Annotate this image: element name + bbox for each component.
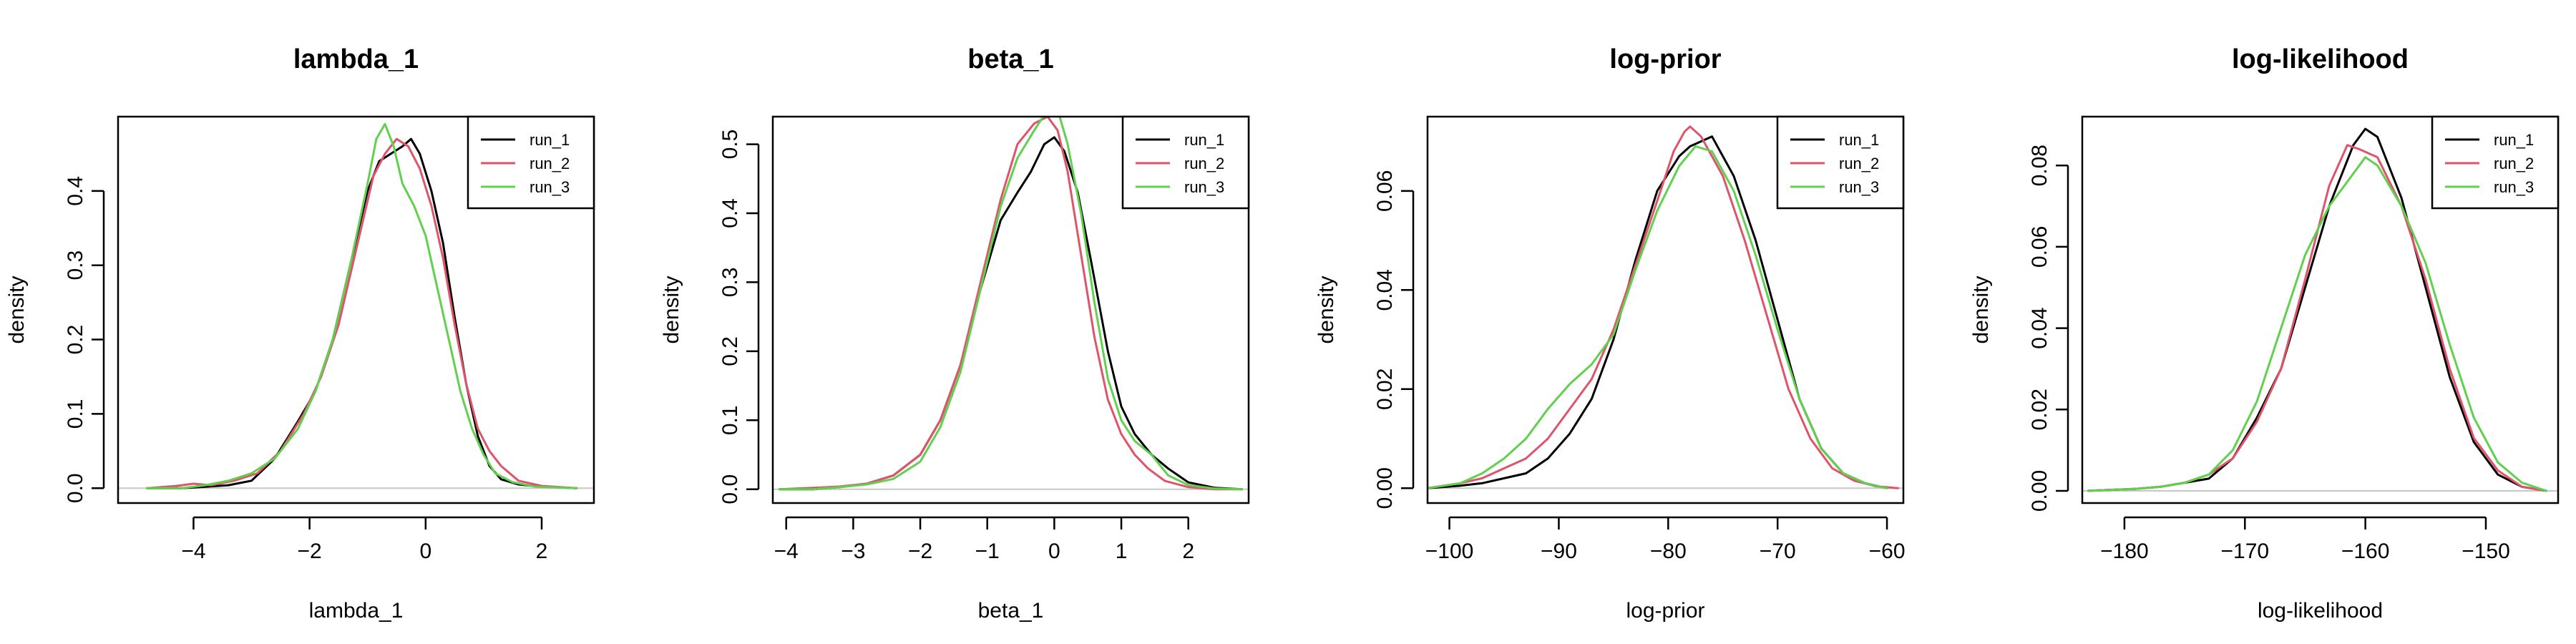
series-line-run_2 bbox=[1428, 125, 1899, 489]
y-tick-label: 0.1 bbox=[718, 405, 742, 435]
x-tick-label: −160 bbox=[2341, 540, 2390, 563]
y-tick-label: 0.0 bbox=[718, 474, 742, 504]
y-tick-label: 0.1 bbox=[64, 399, 87, 429]
legend-label: run_2 bbox=[530, 155, 570, 172]
x-tick-label: 2 bbox=[1182, 540, 1194, 563]
x-tick-label: −180 bbox=[2100, 540, 2149, 563]
y-tick-label: 0.0 bbox=[64, 473, 87, 503]
series-line-run_3 bbox=[778, 117, 1244, 491]
series-group bbox=[1428, 125, 1899, 489]
legend-label: run_2 bbox=[1184, 155, 1224, 172]
y-axis-label: density bbox=[1969, 275, 1993, 343]
x-tick-label: −4 bbox=[181, 540, 205, 563]
x-tick-label: −90 bbox=[1541, 540, 1577, 563]
x-tick-label: −150 bbox=[2462, 540, 2510, 563]
x-axis-label: lambda_1 bbox=[309, 599, 404, 623]
plot-frame bbox=[2081, 115, 2560, 504]
x-tick-label: −1 bbox=[975, 540, 1000, 563]
plot-frame bbox=[771, 115, 1250, 504]
series-group bbox=[778, 117, 1244, 491]
chart-title: beta_1 bbox=[967, 44, 1053, 74]
legend-label: run_3 bbox=[1184, 178, 1224, 196]
series-line-run_2 bbox=[778, 117, 1244, 491]
chart-panel: log-prior −100 −90 −80 −70 −60 log-prior 0.00 0.… bbox=[1314, 44, 1906, 623]
legend: run_1 run_2 run_3 bbox=[1121, 115, 1250, 210]
y-tick-label: 0.02 bbox=[2028, 389, 2051, 430]
legend-label: run_2 bbox=[2494, 155, 2534, 172]
x-tick-label: 1 bbox=[1116, 540, 1128, 563]
x-tick-label: −2 bbox=[908, 540, 932, 563]
plot-frame bbox=[1426, 115, 1905, 504]
chart-panel: lambda_1 −4 −2 0 2 lambda_1 0.0 0.1 0.2 0.3 0.4 den… bbox=[5, 44, 595, 623]
series-line-run_2 bbox=[146, 137, 578, 489]
legend-label: run_1 bbox=[530, 131, 570, 149]
y-tick-label: 0.04 bbox=[1373, 269, 1397, 311]
chart-panel: log-likelihood −180 −170 −160 −150 log-likeli… bbox=[1969, 44, 2560, 623]
x-tick-label: −60 bbox=[1869, 540, 1906, 563]
legend-label: run_1 bbox=[2494, 131, 2534, 149]
y-tick-label: 0.3 bbox=[64, 250, 87, 280]
legend: run_1 run_2 run_3 bbox=[467, 115, 595, 210]
x-tick-label: −3 bbox=[841, 540, 865, 563]
legend-label: run_3 bbox=[1839, 178, 1879, 196]
x-axis-label: log-likelihood bbox=[2258, 599, 2383, 623]
y-tick-label: 0.02 bbox=[1373, 369, 1397, 410]
y-tick-label: 0.4 bbox=[718, 198, 742, 228]
plot-frame bbox=[117, 115, 595, 504]
legend: run_1 run_2 run_3 bbox=[1776, 115, 1905, 210]
y-tick-label: 0.06 bbox=[2028, 226, 2051, 268]
legend: run_1 run_2 run_3 bbox=[2431, 115, 2560, 210]
y-tick-label: 0.2 bbox=[718, 336, 742, 366]
x-tick-label: 0 bbox=[419, 540, 431, 563]
y-tick-label: 0.2 bbox=[64, 325, 87, 355]
y-tick-label: 0.5 bbox=[718, 130, 742, 160]
x-tick-label: −100 bbox=[1425, 540, 1474, 563]
series-group bbox=[2087, 127, 2547, 492]
y-tick-label: 0.4 bbox=[64, 176, 87, 206]
x-tick-label: 2 bbox=[536, 540, 548, 563]
series-line-run_3 bbox=[146, 122, 578, 489]
legend-label: run_3 bbox=[530, 178, 570, 196]
legend-label: run_3 bbox=[2494, 178, 2534, 196]
x-tick-label: −4 bbox=[774, 540, 799, 563]
y-tick-label: 0.04 bbox=[2028, 307, 2051, 348]
chart-title: log-likelihood bbox=[2232, 44, 2409, 74]
x-axis-label: log-prior bbox=[1626, 599, 1704, 623]
y-axis-label: density bbox=[5, 275, 29, 343]
chart-panel: beta_1 −4 −3 −2 −1 0 1 2 beta_1 0.0 0.1 0.2 0.3 0.4 0.… bbox=[660, 44, 1250, 623]
x-tick-label: −2 bbox=[298, 540, 322, 563]
chart-title: lambda_1 bbox=[293, 44, 419, 74]
x-tick-label: −70 bbox=[1760, 540, 1796, 563]
y-axis-label: density bbox=[660, 275, 683, 343]
x-tick-label: −80 bbox=[1650, 540, 1687, 563]
y-tick-label: 0.00 bbox=[2028, 470, 2051, 512]
legend-label: run_1 bbox=[1184, 131, 1224, 149]
x-tick-label: −170 bbox=[2220, 540, 2269, 563]
x-tick-label: 0 bbox=[1048, 540, 1060, 563]
chart-title: log-prior bbox=[1609, 44, 1721, 74]
y-tick-label: 0.08 bbox=[2028, 145, 2051, 186]
series-group bbox=[146, 122, 578, 489]
legend-label: run_1 bbox=[1839, 131, 1879, 149]
y-tick-label: 0.06 bbox=[1373, 170, 1397, 212]
legend-box bbox=[1776, 115, 1905, 210]
x-axis-label: beta_1 bbox=[978, 599, 1044, 623]
series-line-run_3 bbox=[1428, 145, 1888, 489]
legend-label: run_2 bbox=[1839, 155, 1879, 172]
y-axis-label: density bbox=[1314, 275, 1338, 343]
y-tick-label: 0.3 bbox=[718, 268, 742, 298]
series-line-run_3 bbox=[2087, 156, 2547, 492]
y-tick-label: 0.00 bbox=[1373, 467, 1397, 509]
